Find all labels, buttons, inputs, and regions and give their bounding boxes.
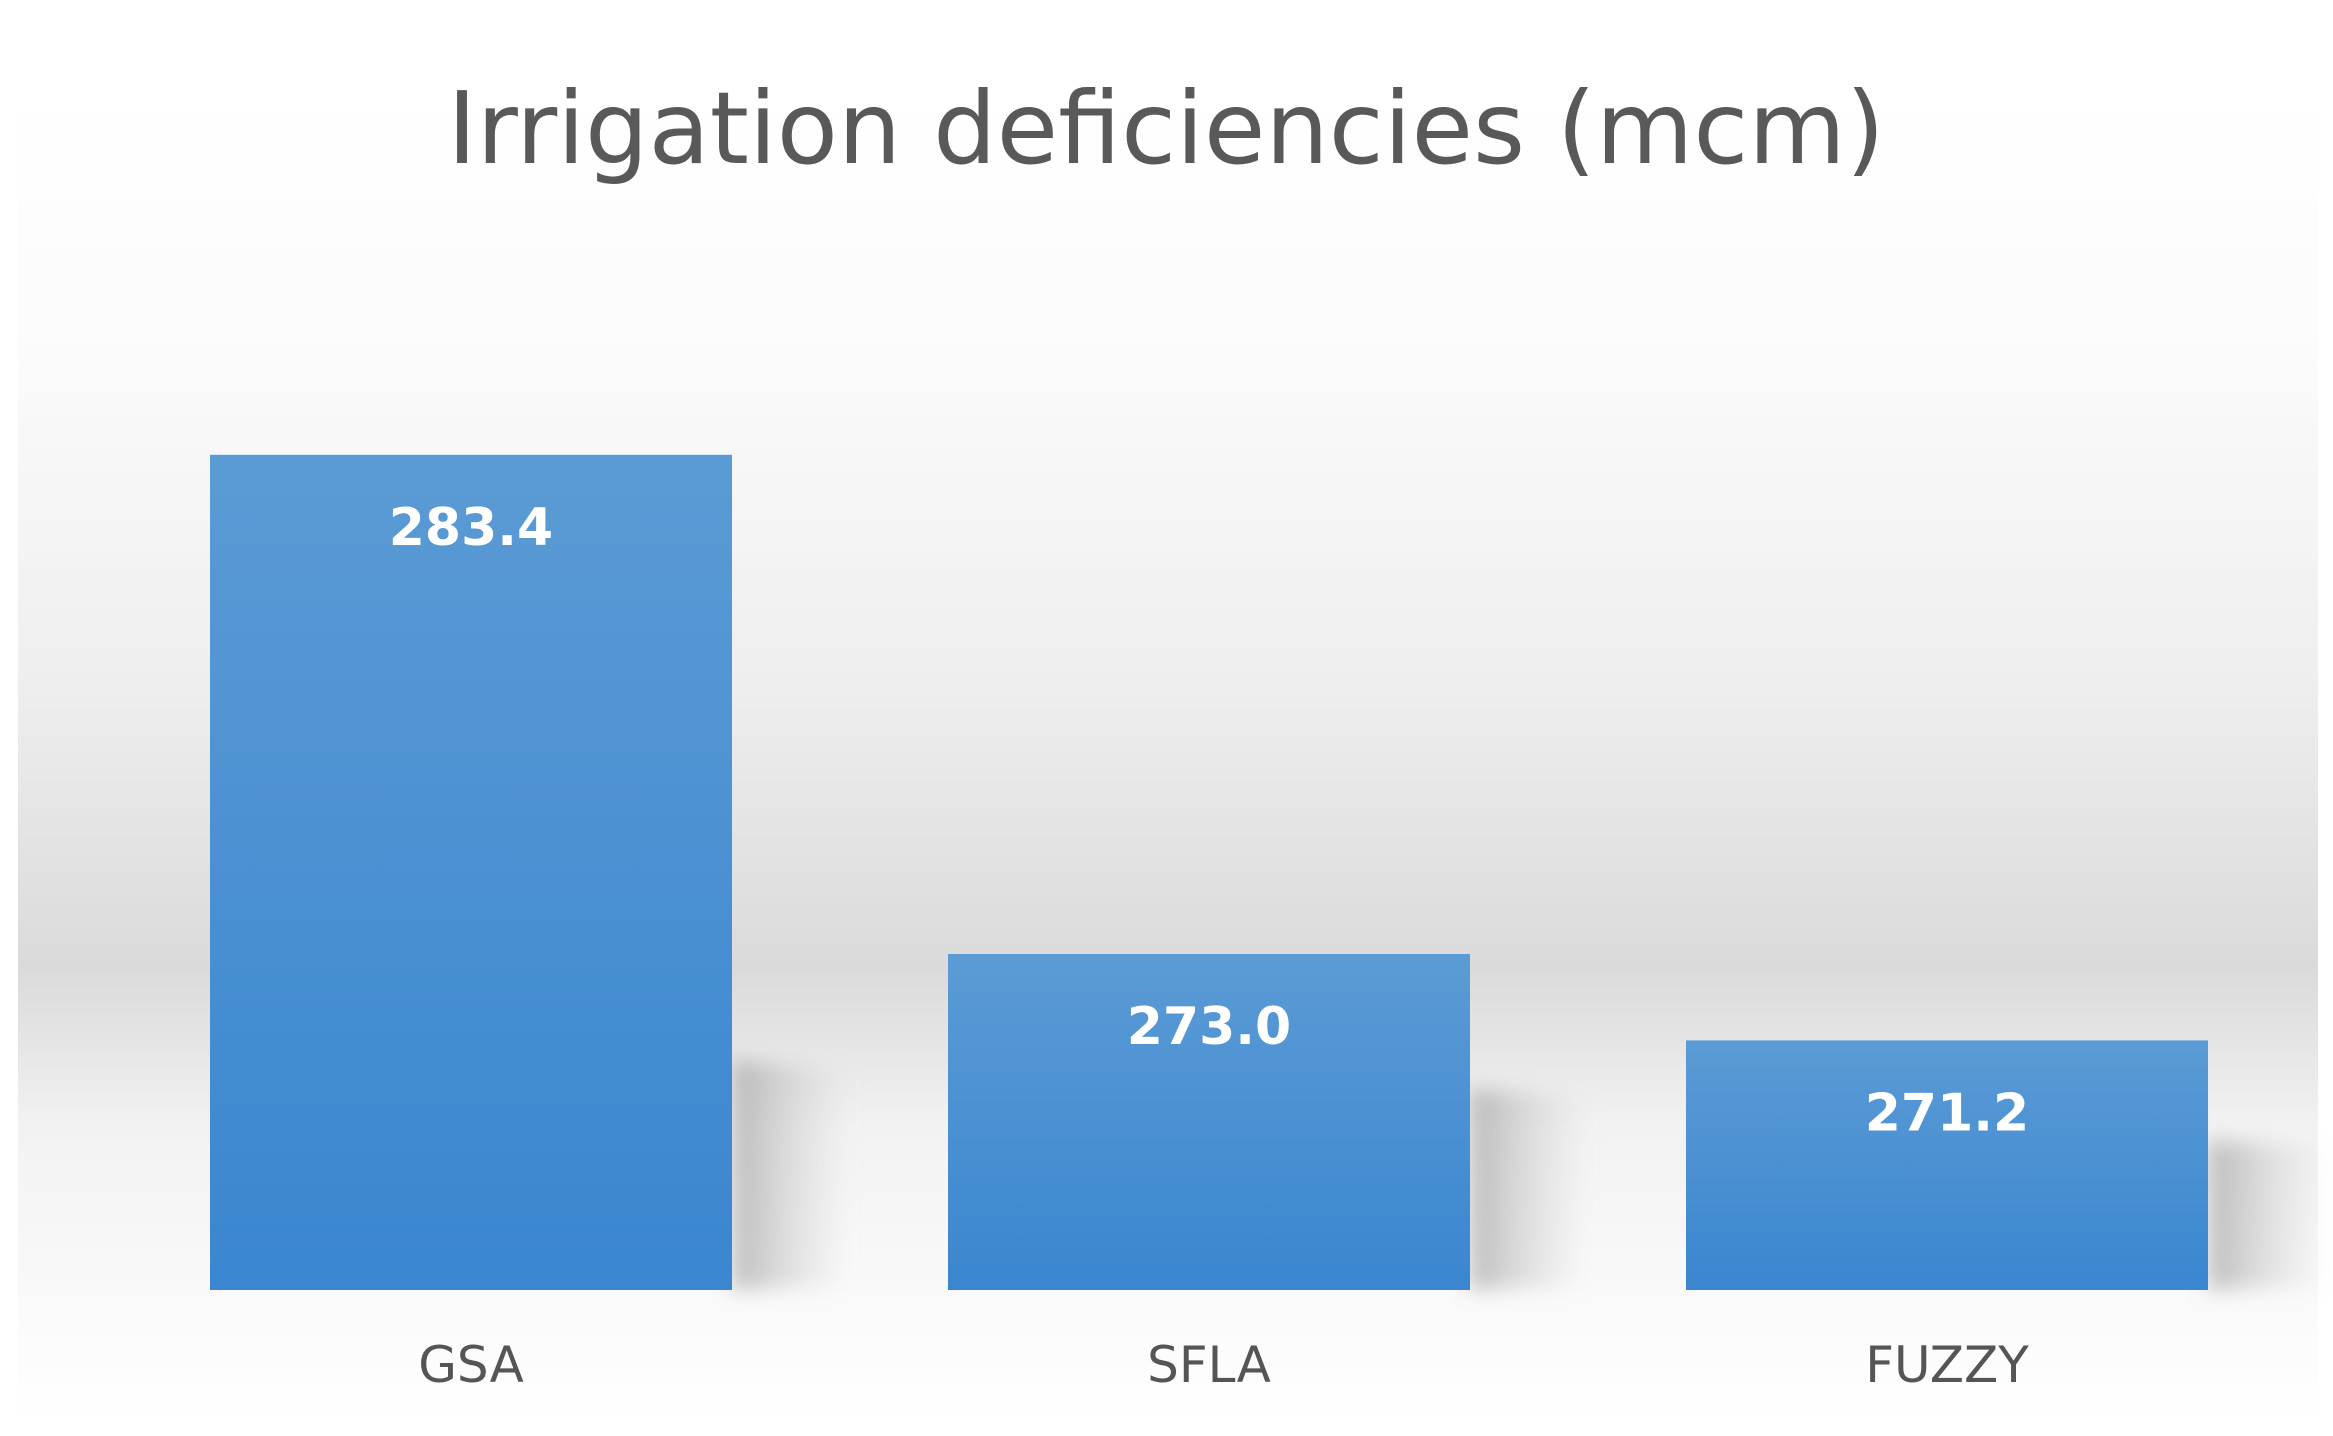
bars xyxy=(210,454,2208,1290)
data-label-fuzzy: 271.2 xyxy=(1865,1083,2029,1143)
bar-shadow-fuzzy xyxy=(2208,1140,2328,1290)
data-labels: 283.4 273.0 271.2 xyxy=(389,498,2029,1144)
bar-shadows xyxy=(732,1060,2328,1290)
bar-sfla xyxy=(948,954,1470,1290)
bar-shadow-sfla xyxy=(1470,1088,1590,1290)
category-label-gsa: GSA xyxy=(418,1336,524,1394)
category-label-sfla: SFLA xyxy=(1147,1336,1271,1394)
category-label-fuzzy: FUZZY xyxy=(1865,1336,2029,1394)
data-label-gsa: 283.4 xyxy=(389,498,553,558)
bar-shadow-gsa xyxy=(732,1060,852,1290)
category-labels: GSA SFLA FUZZY xyxy=(418,1336,2029,1394)
bar-fuzzy xyxy=(1686,1040,2208,1290)
chart-title: Irrigation deficiencies (mcm) xyxy=(447,70,1885,187)
bar-gsa xyxy=(210,454,732,1290)
data-label-sfla: 273.0 xyxy=(1127,997,1291,1057)
